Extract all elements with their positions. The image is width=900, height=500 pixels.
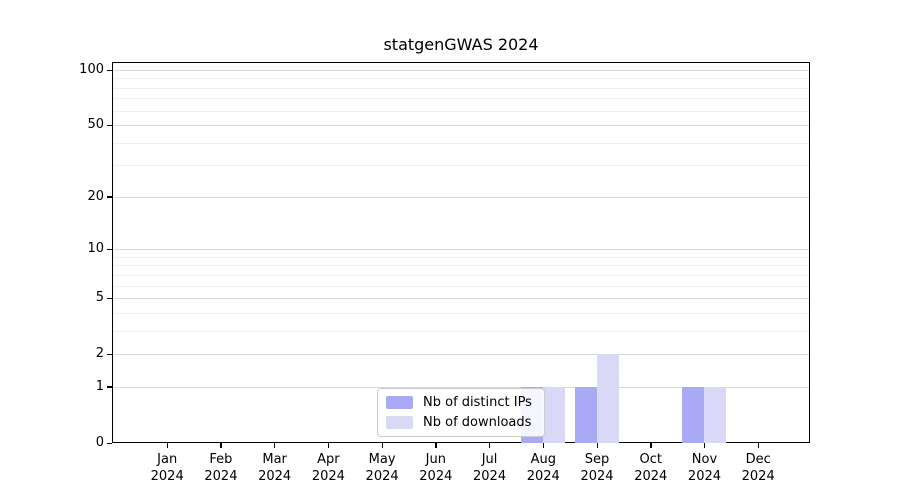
y-tick-mark [107,386,112,388]
gridline-major [113,298,809,300]
bar-downloads [704,386,727,443]
chart-title: statgenGWAS 2024 [383,35,539,54]
x-tick-label: Nov 2024 [687,452,722,484]
x-tick-label: Mar 2024 [258,452,292,484]
gridline-major [113,249,809,251]
x-tick-label: Jul 2024 [473,452,507,484]
y-tick-mark [107,248,112,250]
gridline-major [113,125,809,127]
gridline-minor [113,87,809,89]
bar-downloads [597,354,620,443]
gridline-major [113,354,809,356]
legend-swatch-distinct-ips [386,396,413,409]
y-tick-label: 50 [87,117,104,133]
x-tick-mark [489,443,491,448]
x-tick-mark [703,443,706,448]
legend-swatch-downloads [386,416,413,429]
legend-item-downloads: Nb of downloads [386,415,535,430]
y-tick-mark [107,124,112,127]
y-tick-mark [107,353,112,355]
y-tick-label: 2 [95,346,104,362]
bar-downloads [543,386,566,443]
gridline-minor [113,110,809,112]
gridline-minor [113,98,809,100]
x-tick-label: Dec 2024 [741,452,775,484]
x-tick-mark [166,443,168,448]
y-tick-label: 1 [95,378,104,394]
gridline-minor [113,312,809,314]
x-tick-mark [220,443,222,448]
gridline-minor [113,78,809,80]
gridline-minor [113,256,809,258]
y-tick-label: 5 [95,290,104,306]
x-tick-label: Jun 2024 [419,452,453,484]
legend-label-downloads: Nb of downloads [423,415,532,430]
gridline-major [113,70,809,71]
y-tick-label: 20 [87,188,104,204]
y-tick-mark [107,196,112,198]
x-tick-mark [650,443,652,448]
gridline-minor [113,165,809,167]
legend-item-distinct-ips: Nb of distinct IPs [386,395,535,410]
x-tick-mark [542,443,545,448]
y-tick-label: 100 [79,62,104,77]
x-tick-mark [435,443,437,448]
bar-distinct-ips [575,386,598,443]
x-tick-label: Aug 2024 [526,452,560,484]
y-tick-mark [107,442,112,444]
y-tick-mark [107,69,112,71]
x-tick-mark [381,443,383,448]
x-tick-label: Feb 2024 [204,452,238,484]
legend-label-distinct-ips: Nb of distinct IPs [423,395,532,410]
y-tick-mark [107,297,112,299]
x-tick-mark [757,443,759,448]
plot-area [112,62,810,443]
x-tick-label: Oct 2024 [634,452,668,484]
x-tick-label: Apr 2024 [311,452,345,484]
gridline-minor [113,274,809,276]
legend: Nb of distinct IPs Nb of downloads [377,388,545,437]
x-tick-label: May 2024 [365,452,399,484]
y-tick-label: 10 [87,241,104,257]
x-tick-mark [274,443,276,448]
gridline-major [113,386,809,388]
x-tick-mark [327,443,330,448]
gridline-minor [113,330,809,332]
x-tick-label: Sep 2024 [580,452,614,484]
y-tick-label: 0 [95,435,104,450]
bar-distinct-ips [682,386,705,443]
gridline-major [113,196,809,198]
x-tick-mark [596,443,598,448]
gridline-minor [113,265,809,267]
gridline-minor [113,285,809,287]
gridline-minor [113,142,809,144]
x-tick-label: Jan 2024 [150,452,184,484]
